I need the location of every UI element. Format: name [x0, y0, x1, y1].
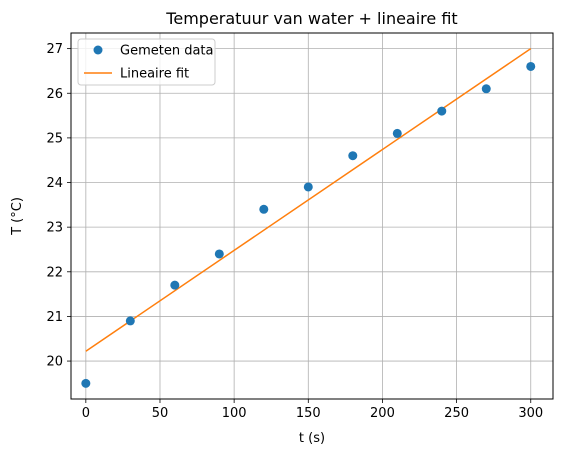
x-tick-label: 50 [152, 406, 169, 421]
fit-line [85, 48, 532, 352]
y-tick-label: 21 [46, 310, 63, 325]
x-axis-label: t (s) [299, 431, 325, 446]
grid [71, 33, 553, 399]
y-axis-label: T (°C) [10, 197, 25, 236]
plot-frame [70, 32, 554, 400]
data-point [348, 151, 358, 161]
x-tick-label: 150 [296, 406, 321, 421]
legend-marker-scatter [93, 45, 103, 55]
data-point [437, 106, 447, 116]
x-tick-label: 250 [444, 406, 469, 421]
data-point [170, 280, 180, 290]
y-tick-label: 25 [46, 131, 63, 146]
x-tick-label: 100 [222, 406, 247, 421]
y-axis: 20 21 22 23 24 25 26 27 [46, 42, 71, 370]
data-series [81, 61, 536, 388]
x-tick-label: 0 [82, 406, 90, 421]
data-point [392, 128, 402, 138]
y-tick-label: 27 [46, 42, 63, 57]
y-tick-label: 26 [46, 87, 63, 102]
data-point [214, 249, 224, 259]
x-axis: 0 50 100 150 200 250 300 [82, 399, 543, 421]
data-point [259, 204, 269, 214]
y-tick-label: 23 [46, 221, 63, 236]
data-point [303, 182, 313, 192]
x-tick-label: 300 [518, 406, 543, 421]
y-tick-label: 20 [46, 355, 63, 370]
data-point [526, 61, 536, 71]
legend: Gemeten data Lineaire fit [77, 38, 216, 86]
x-tick-label: 200 [370, 406, 395, 421]
y-tick-label: 24 [46, 176, 63, 191]
legend-label-scatter: Gemeten data [120, 44, 213, 59]
legend-label-line: Lineaire fit [120, 67, 189, 82]
data-point [81, 378, 91, 388]
fit-series [85, 48, 532, 352]
data-point [481, 84, 491, 94]
chart-title: Temperatuur van water + lineaire fit [165, 9, 457, 28]
legend-box [77, 38, 216, 86]
y-tick-label: 22 [46, 265, 63, 280]
data-point [125, 316, 135, 326]
